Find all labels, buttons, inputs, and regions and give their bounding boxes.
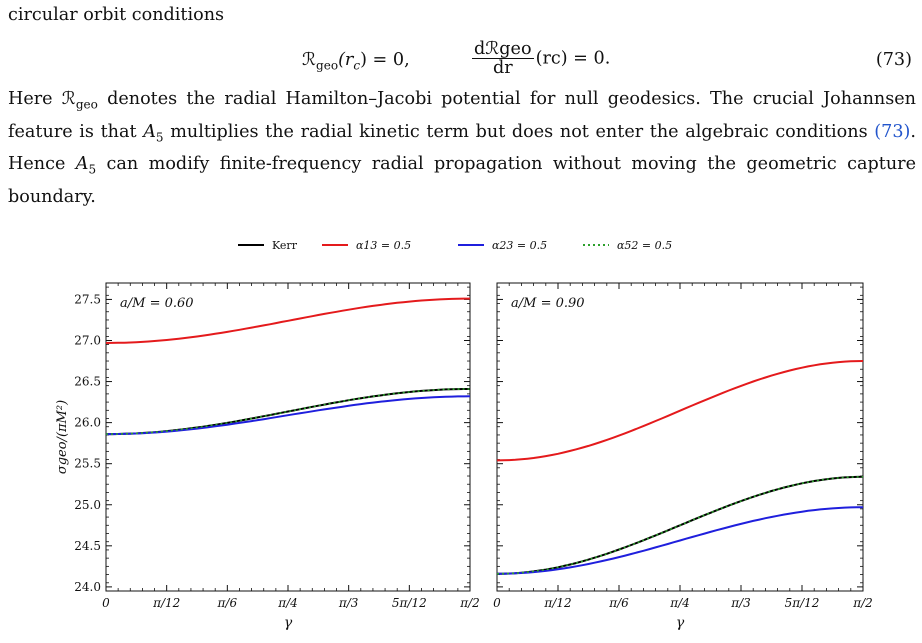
panel-label: a/M = 0.60 bbox=[120, 296, 194, 311]
y-tick-label: 24.5 bbox=[74, 539, 101, 553]
plot-frame bbox=[105, 282, 471, 592]
series-line bbox=[105, 297, 470, 344]
y-tick-label: 26.5 bbox=[74, 375, 101, 389]
x-tick-label: 5π/12 bbox=[392, 596, 427, 610]
series-line bbox=[496, 476, 864, 575]
y-tick-label: 25.5 bbox=[74, 457, 101, 471]
y-tick-label: 26.0 bbox=[74, 416, 101, 430]
equation-73: ℛgeo(rc) = 0, dℛgeo dr (rc) = 0. (73) bbox=[0, 40, 922, 80]
x-tick-label: π/3 bbox=[338, 596, 359, 610]
x-tick-label: π/2 bbox=[459, 596, 480, 610]
x-axis-label: γ bbox=[284, 615, 293, 631]
fraction-numerator: dℛgeo bbox=[472, 39, 534, 59]
legend-label: α52 = 0.5 bbox=[617, 239, 672, 252]
series-line bbox=[106, 388, 470, 435]
y-tick-label: 27.0 bbox=[74, 333, 101, 347]
x-tick-label: π/2 bbox=[852, 596, 873, 610]
x-axis-label: γ bbox=[676, 615, 685, 631]
body-paragraph: Here ℛgeo denotes the radial Hamilton–Ja… bbox=[8, 89, 917, 207]
legend-label: α13 = 0.5 bbox=[356, 239, 411, 252]
series-line bbox=[106, 388, 470, 436]
x-tick-label: π/6 bbox=[608, 596, 629, 610]
x-tick-label: π/4 bbox=[277, 596, 298, 610]
legend-label: Kerr bbox=[272, 239, 298, 252]
x-tick-label: π/3 bbox=[730, 596, 751, 610]
x-tick-label: π/12 bbox=[152, 596, 180, 610]
equation-number: (73) bbox=[875, 50, 912, 70]
equation-rhs-rest: (rc) = 0. bbox=[535, 48, 611, 69]
fraction-denominator: dr bbox=[492, 58, 513, 78]
series-line bbox=[496, 506, 864, 575]
x-tick-label: π/12 bbox=[543, 596, 571, 610]
plot-frame bbox=[496, 282, 864, 592]
intro-text: circular orbit conditions bbox=[8, 5, 225, 25]
y-tick-label: 24.0 bbox=[74, 580, 101, 594]
series-line bbox=[106, 395, 471, 436]
panel-label: a/M = 0.90 bbox=[511, 296, 585, 311]
x-tick-label: 0 bbox=[493, 596, 501, 610]
x-tick-label: π/6 bbox=[217, 596, 238, 610]
x-tick-label: 0 bbox=[102, 596, 110, 610]
equation-ref-link[interactable]: (73) bbox=[874, 121, 911, 142]
y-tick-label: 25.0 bbox=[74, 498, 101, 512]
series-line bbox=[496, 360, 864, 462]
legend-label: α23 = 0.5 bbox=[492, 239, 547, 252]
y-tick-label: 27.5 bbox=[74, 292, 101, 306]
y-axis-label: σgeo/(πM²) bbox=[55, 400, 70, 474]
x-tick-label: π/4 bbox=[669, 596, 690, 610]
equation-lhs: ℛgeo(rc) = 0, bbox=[302, 50, 410, 73]
equation-rhs: dℛgeo dr (rc) = 0. bbox=[470, 40, 610, 77]
x-tick-label: 5π/12 bbox=[785, 596, 820, 610]
